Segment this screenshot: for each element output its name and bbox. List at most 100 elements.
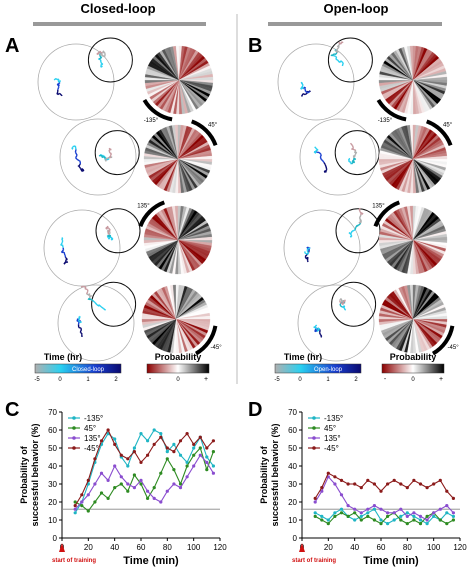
data-point [392, 478, 396, 482]
data-point [198, 453, 202, 457]
data-point [451, 511, 455, 515]
data-point [399, 507, 403, 511]
trajectory-segment [339, 298, 342, 301]
trajectory-segment [336, 59, 341, 64]
data-point [346, 514, 350, 519]
data-point [425, 522, 429, 526]
trajectory-segment [99, 52, 102, 56]
data-point [139, 482, 143, 486]
time-tick: -5 [274, 377, 280, 383]
y-tick-label: 70 [288, 408, 297, 417]
legend-label: 45° [84, 424, 96, 433]
y-tick-label: 0 [293, 534, 298, 543]
data-point [211, 439, 215, 443]
data-point [438, 518, 442, 522]
data-point [165, 450, 169, 454]
trajectory-segment [60, 241, 64, 246]
series [73, 446, 215, 513]
x-axis-label: Time (min) [363, 555, 419, 567]
data-point [405, 486, 409, 490]
data-point [146, 439, 150, 443]
x-tick-label: 80 [163, 543, 172, 552]
trajectory-segment [313, 324, 318, 329]
trajectory-segment [307, 246, 310, 249]
trajectory-segment [92, 300, 96, 304]
trajectory-segment [352, 159, 356, 164]
trajectory-segment [351, 147, 354, 150]
trajectory-segment [64, 256, 68, 261]
data-point [146, 453, 150, 457]
data-point [93, 457, 97, 461]
y-tick-label: 10 [288, 516, 297, 525]
trajectory-segment [350, 233, 353, 237]
x-tick-label: 40 [110, 543, 119, 552]
data-point [172, 482, 176, 486]
training-marker [299, 543, 305, 552]
trajectory-segment [341, 41, 344, 44]
time-colorbar-title: Time (hr) [284, 352, 322, 362]
data-point [445, 504, 449, 508]
data-point [126, 482, 130, 486]
trajectory-segment [304, 256, 308, 260]
trajectory-segment [315, 330, 318, 333]
series-line [74, 429, 214, 514]
trajectory-segment [56, 78, 59, 81]
data-point [353, 507, 357, 511]
legend-marker [72, 426, 76, 430]
data-point [366, 514, 370, 519]
trajectory-segment [348, 232, 351, 234]
trajectory-segment [74, 146, 77, 150]
data-point [313, 511, 317, 515]
trajectory-segment [110, 236, 114, 240]
trajectory-segment [75, 157, 78, 160]
time-tick: -5 [34, 377, 40, 383]
y-tick-label: 50 [48, 444, 57, 453]
trajectory-segment [100, 306, 104, 309]
legend-label: -135° [324, 414, 343, 423]
time-colorbar-label: Open-loop [314, 367, 343, 373]
trajectory-segment [355, 224, 359, 227]
data-point [132, 450, 136, 454]
data-point [313, 500, 317, 504]
x-tick-label: 60 [137, 543, 146, 552]
data-point [445, 511, 449, 515]
trajectory-segment [300, 81, 303, 85]
trajectory-segment [321, 159, 325, 163]
wheel-sector [175, 315, 211, 320]
probability-wheel-7: 135° [372, 200, 448, 275]
data-point [379, 489, 383, 493]
data-point [178, 486, 183, 490]
data-point [93, 482, 97, 486]
trajectory-segment [339, 304, 343, 308]
trajectory-segment [108, 227, 111, 231]
y-tick-label: 40 [288, 462, 297, 471]
data-point [198, 446, 202, 450]
time-colorbar-closed: Time (hr) Closed-loop -5 0 1 2 [34, 352, 122, 383]
trajectory-segment [64, 254, 66, 256]
trajectory-segment [360, 211, 364, 215]
time-tick: 0 [58, 377, 62, 383]
trajectory-segment [318, 332, 321, 335]
data-point [451, 518, 455, 522]
trajectory-segment [318, 330, 321, 333]
legend-marker [312, 416, 316, 420]
target-arc [190, 119, 218, 147]
trajectory-segment [83, 285, 87, 288]
trajectory-segment [300, 85, 304, 89]
trajectory-segment [74, 151, 78, 156]
probability-tick: 0 [411, 377, 415, 383]
time-colorbar-open: Time (hr) Open-loop -5 0 1 2 [274, 352, 362, 383]
data-point [99, 439, 104, 443]
x-tick-label: 20 [84, 543, 93, 552]
target-arc [142, 98, 173, 122]
zoom-circle [327, 37, 373, 83]
time-tick: 2 [114, 377, 118, 383]
trajectory-segment [101, 54, 104, 58]
y-tick-label: 0 [53, 534, 58, 543]
data-point [106, 496, 110, 500]
trajectory-segment [100, 62, 104, 65]
trajectory-segment [336, 43, 341, 48]
data-point [73, 511, 77, 515]
data-point [211, 464, 215, 468]
